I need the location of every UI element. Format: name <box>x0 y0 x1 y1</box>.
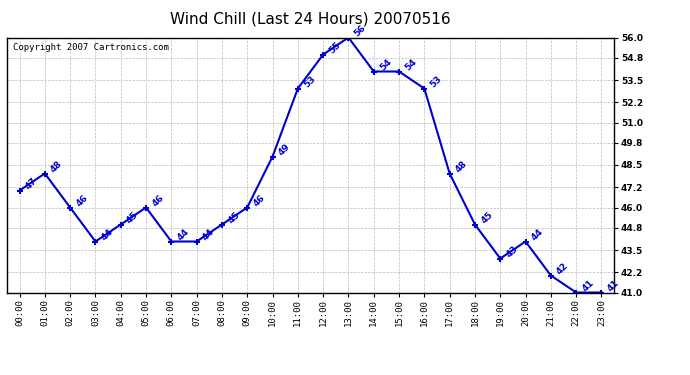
Text: 44: 44 <box>175 227 191 242</box>
Text: 54: 54 <box>378 57 393 72</box>
Text: 44: 44 <box>201 227 216 242</box>
Text: 56: 56 <box>353 23 368 38</box>
Text: 49: 49 <box>277 142 292 157</box>
Text: 47: 47 <box>23 176 39 191</box>
Text: 41: 41 <box>606 278 621 293</box>
Text: 42: 42 <box>555 261 571 276</box>
Text: 44: 44 <box>530 227 545 242</box>
Text: 46: 46 <box>150 193 166 208</box>
Text: 45: 45 <box>226 210 242 225</box>
Text: Wind Chill (Last 24 Hours) 20070516: Wind Chill (Last 24 Hours) 20070516 <box>170 11 451 26</box>
Text: 45: 45 <box>479 210 495 225</box>
Text: Copyright 2007 Cartronics.com: Copyright 2007 Cartronics.com <box>13 43 169 52</box>
Text: 53: 53 <box>302 74 317 89</box>
Text: 46: 46 <box>251 193 267 208</box>
Text: 44: 44 <box>99 227 115 242</box>
Text: 54: 54 <box>403 57 419 72</box>
Text: 45: 45 <box>125 210 140 225</box>
Text: 46: 46 <box>75 193 90 208</box>
Text: 53: 53 <box>428 74 444 89</box>
Text: 48: 48 <box>454 159 469 174</box>
Text: 43: 43 <box>504 244 520 259</box>
Text: 55: 55 <box>327 40 342 55</box>
Text: 48: 48 <box>49 159 64 174</box>
Text: 41: 41 <box>580 278 595 293</box>
